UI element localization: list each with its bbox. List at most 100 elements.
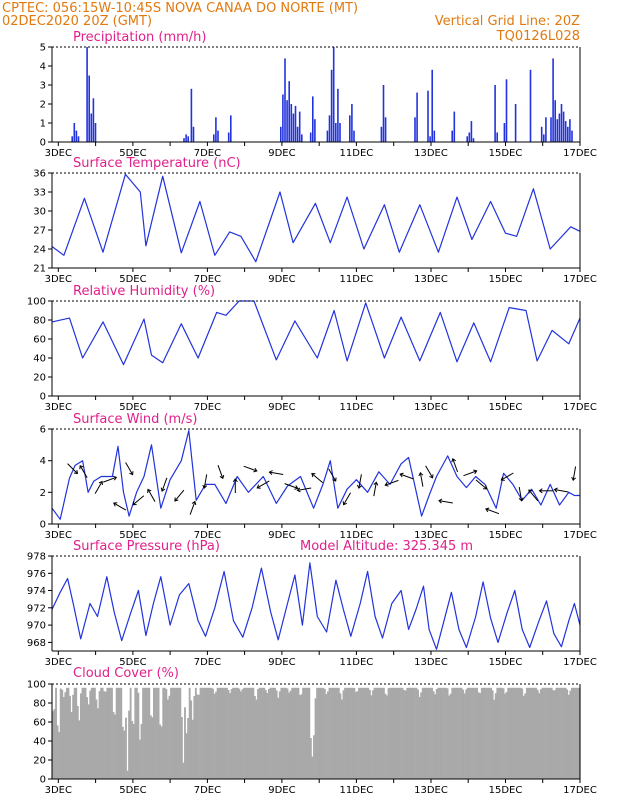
cloud-bar xyxy=(527,687,530,779)
precipitation-x-tick-label: 15DEC xyxy=(489,148,523,159)
cloud-bar xyxy=(261,687,264,779)
wind-arrow-shaft xyxy=(132,495,145,506)
cloud-bar xyxy=(496,687,499,779)
precip-bar xyxy=(543,134,545,142)
cloud-bar xyxy=(511,687,514,779)
cloud-bar xyxy=(83,687,85,779)
cloud-bar xyxy=(89,690,92,779)
cloud-bar xyxy=(230,689,233,779)
cloud-bar xyxy=(106,687,109,779)
wind-arrow-head xyxy=(219,474,225,480)
wind-arrow-head xyxy=(232,478,238,483)
cloud-bar xyxy=(438,687,441,779)
precip-bar xyxy=(554,100,556,142)
wind-x-tick-label: 9DEC xyxy=(268,530,295,541)
cloud-bar xyxy=(238,688,241,779)
cloud-bar xyxy=(330,687,332,779)
precip-bar xyxy=(382,85,385,142)
cloud-bar xyxy=(518,687,520,779)
cloud-bar xyxy=(493,699,496,779)
cloud-bar xyxy=(146,687,149,779)
cloud-bar xyxy=(541,687,544,779)
precip-bar xyxy=(349,115,351,142)
cloud-bar xyxy=(501,687,503,779)
wind-arrow-head xyxy=(528,489,533,494)
cloud-bar xyxy=(451,687,454,779)
temperature-panel: Surface Temperature (nC) 21 24 27 30 33 36 3DEC… xyxy=(33,156,597,285)
temperature-x-tick-label: 3DEC xyxy=(45,274,72,285)
wind-arrow-head xyxy=(191,500,197,506)
cloud-bar xyxy=(199,687,202,779)
cloud-bar xyxy=(168,695,171,779)
cloud-bar xyxy=(213,693,216,779)
wind-x-tick-label: 13DEC xyxy=(414,530,448,541)
cloud-bar xyxy=(392,687,395,779)
cloud-bar xyxy=(177,687,180,779)
humidity-x-tick-label: 5DEC xyxy=(119,402,146,413)
cloud-bar xyxy=(120,687,123,779)
cloud-bar xyxy=(386,695,388,779)
precip-bar xyxy=(540,126,543,142)
cloud-x-tick-label: 13DEC xyxy=(414,785,448,796)
precip-bar xyxy=(282,94,284,142)
cloud-bar xyxy=(191,719,194,779)
precip-bar xyxy=(71,136,73,142)
cloud-bar xyxy=(536,689,539,779)
wind-x-tick-label: 15DEC xyxy=(489,530,523,541)
cloud-bar xyxy=(103,691,106,779)
precip-bar xyxy=(227,132,230,142)
temperature-y-tick-label: 24 xyxy=(33,245,46,256)
cloud-bar xyxy=(297,687,300,779)
cloud-bar xyxy=(497,687,500,779)
wind-arrow-head xyxy=(473,469,478,475)
cloud-bar xyxy=(240,691,242,779)
wind-arrow-head xyxy=(399,472,404,478)
precipitation-x-tick-label: 7DEC xyxy=(194,148,221,159)
precipitation-x-tick-label: 5DEC xyxy=(119,148,146,159)
humidity-x-tick-label: 13DEC xyxy=(414,402,448,413)
wind-arrow-head xyxy=(553,487,558,493)
cloud-bar xyxy=(431,687,433,779)
cloud-bar xyxy=(309,738,312,779)
cloud-bar xyxy=(414,687,416,779)
wind-arrow-head xyxy=(485,507,490,513)
cloud-bar xyxy=(516,687,519,779)
precip-bar xyxy=(453,111,456,142)
pressure-y-tick-label: 968 xyxy=(27,638,46,649)
cloud-x-tick-label: 7DEC xyxy=(194,785,221,796)
precip-bar xyxy=(550,117,552,142)
pressure-x-tick-label: 13DEC xyxy=(414,657,448,668)
cloud-bar xyxy=(409,687,412,779)
cloud-bar xyxy=(572,687,575,779)
cloud-bar xyxy=(165,689,168,779)
precipitation-x-tick-label: 13DEC xyxy=(414,148,448,159)
wind-arrow-shaft xyxy=(463,470,477,477)
cloud-bar xyxy=(331,687,334,779)
precip-bar xyxy=(192,126,195,142)
header-title: CPTEC: 056:15W-10:45S NOVA CANAA DO NORT… xyxy=(2,1,358,16)
wind-arrow-head xyxy=(79,464,84,470)
cloud-bar xyxy=(424,687,427,779)
cloud-bar xyxy=(281,687,284,779)
cloud-bar xyxy=(257,689,259,779)
cloud-bar xyxy=(143,687,146,779)
cloud-bar xyxy=(549,687,552,779)
cloud-bar xyxy=(504,693,507,779)
precip-bar xyxy=(294,105,297,142)
cloud-bar xyxy=(417,689,419,779)
precip-bar xyxy=(328,115,331,142)
cloud-y-tick-label: 80 xyxy=(33,699,46,710)
wind-panel: Surface Wind (m/s) 0 2 4 6 3DEC 5DEC 7DEC 9DEC 11… xyxy=(40,412,597,541)
precip-bar xyxy=(505,79,508,142)
cloud-bar xyxy=(454,687,457,779)
cloud-bar xyxy=(544,687,547,779)
wind-arrow-shaft xyxy=(419,472,424,487)
cloud-bar xyxy=(474,687,477,779)
precip-bar xyxy=(75,130,78,142)
cloud-bar xyxy=(139,739,141,779)
cloud-bar xyxy=(577,687,580,779)
cloud-bar xyxy=(558,687,561,779)
cloud-bar xyxy=(210,687,213,779)
cloud-bar xyxy=(153,687,155,779)
cloud-bar xyxy=(182,762,185,779)
